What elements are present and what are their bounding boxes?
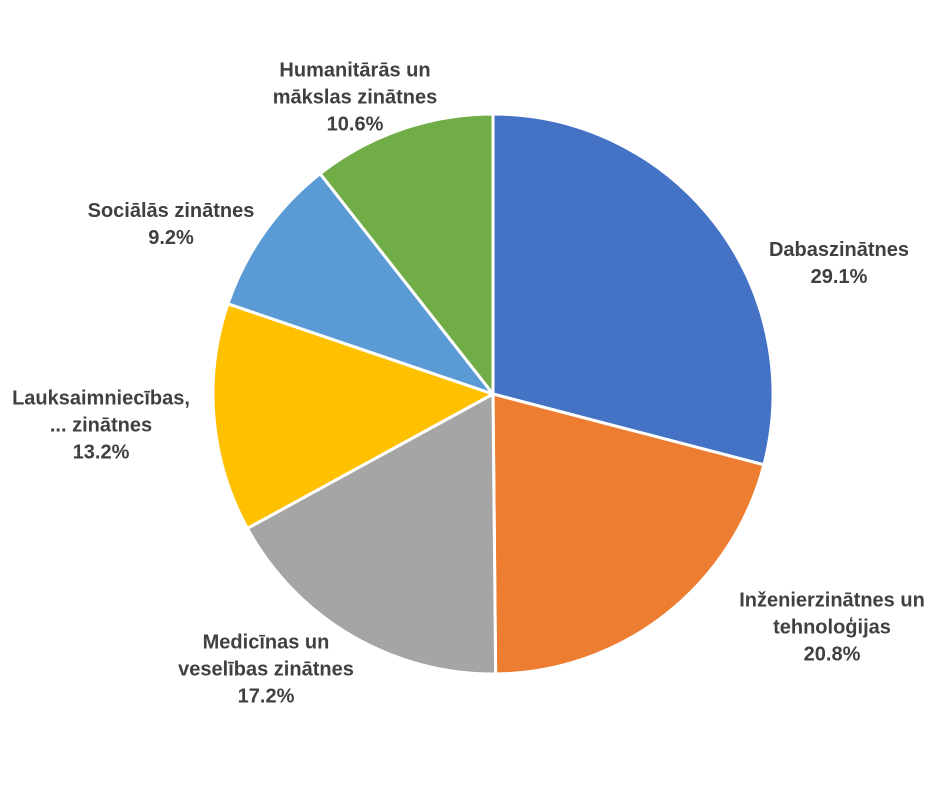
pie-slice-1 (491, 112, 775, 467)
slice-label-text: Lauksaimniecības, (12, 387, 190, 410)
slice-percent: 29.1% (810, 266, 868, 288)
slice-label-text: veselības zinātnes (178, 658, 354, 681)
slice-label-text: Dabaszinātnes (768, 239, 910, 261)
slice-label-1: Dabaszinātnes 29.1% (769, 237, 909, 291)
slice-label-text: Medicīnas un (202, 631, 330, 654)
pie-slice-5 (226, 172, 495, 396)
slice-percent: 17.2% (237, 685, 295, 708)
pie-slice-4 (211, 302, 495, 530)
slice-label-4: Lauksaimniecības, ... zinātnes 13.2% (12, 386, 190, 467)
slice-percent: 10.6% (326, 113, 384, 136)
pie-slice-6 (318, 112, 495, 396)
slice-label-text: Sociālās zinātnes (87, 200, 255, 222)
slice-label-text: tehnoloģijas (773, 616, 891, 639)
slice-percent: 13.2% (72, 441, 130, 464)
slice-label-text: ... zinātnes (49, 414, 153, 437)
slice-label-6: Humanitārās un mākslas zinātnes 10.6% (273, 58, 438, 139)
slice-label-5: Sociālās zinātnes 9.2% (88, 198, 255, 252)
slice-label-text: Humanitārās un (279, 59, 431, 82)
slice-label-2: Inženierzinātnes un tehnoloģijas 20.8% (739, 588, 925, 669)
pie-slice-2 (491, 392, 766, 676)
slice-percent: 20.8% (803, 643, 861, 666)
slice-label-text: mākslas zinātnes (272, 86, 438, 109)
slice-label-text: Inženierzinātnes un (739, 589, 925, 612)
slice-label-3: Medicīnas un veselības zinātnes 17.2% (178, 630, 354, 711)
pie-slice-3 (245, 392, 498, 676)
slice-percent: 9.2% (148, 227, 194, 249)
